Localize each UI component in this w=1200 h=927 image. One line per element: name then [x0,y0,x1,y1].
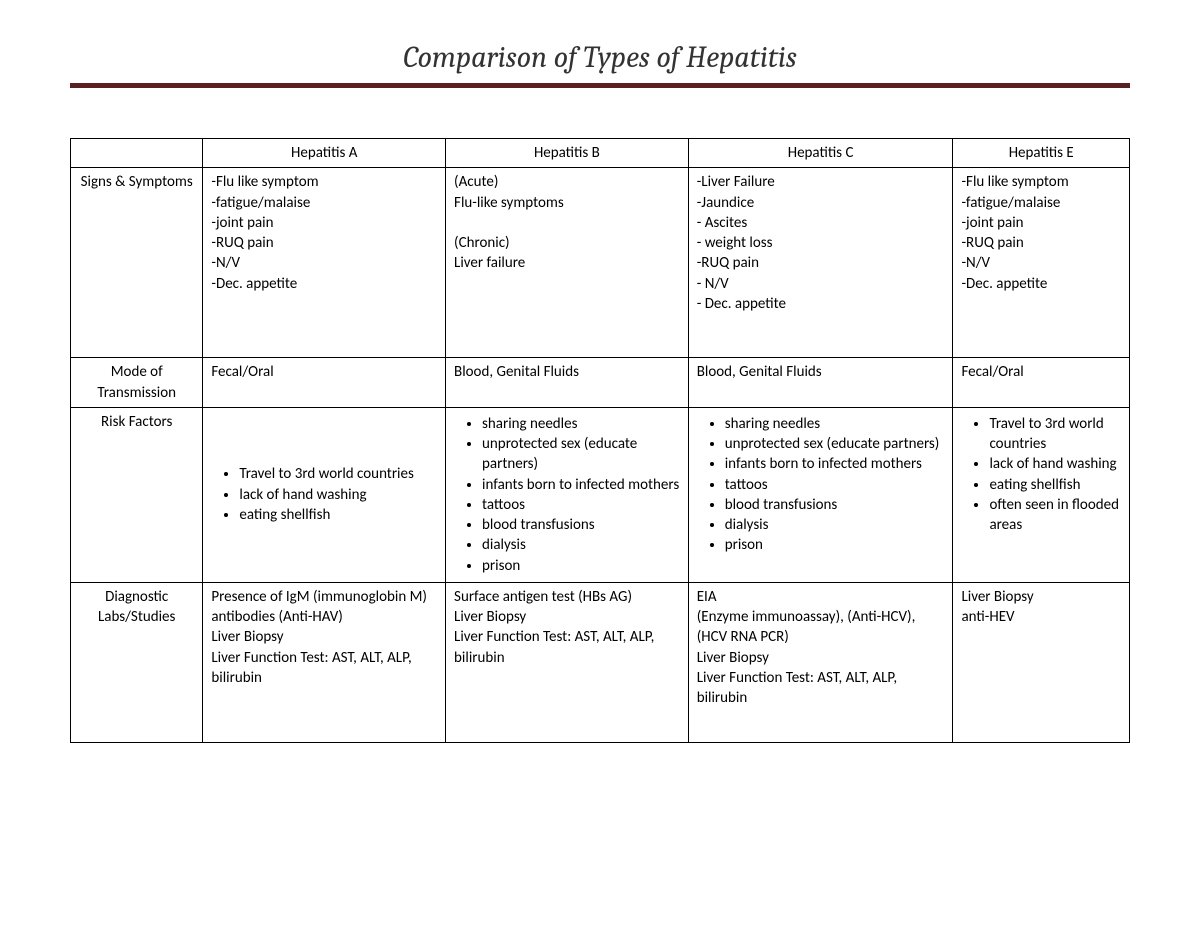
list-item: often seen in flooded areas [989,495,1121,536]
text-line: -Jaundice [697,193,945,213]
text-line: -Flu like symptom [961,172,1121,192]
row-label-mode: Mode of Transmission [71,358,203,408]
cell-signs-hepE: -Flu like symptom-fatigue/malaise-joint … [953,168,1130,358]
table-row: Mode of Transmission Fecal/Oral Blood, G… [71,358,1130,408]
cell-labs-hepA: Presence of IgM (immunoglobin M) antibod… [203,582,446,742]
text-line [454,213,680,233]
text-line: Presence of IgM (immunoglobin M) antibod… [211,587,437,628]
list-item: infants born to infected mothers [482,475,680,495]
text-line: -RUQ pain [211,233,437,253]
row-label-labs: Diagnostic Labs/Studies [71,582,203,742]
col-header-hepC: Hepatitis C [688,139,953,168]
text-line: - Ascites [697,213,945,233]
list-item: prison [725,535,945,555]
cell-labs-hepC: EIA(Enzyme immunoassay), (Anti-HCV), (HC… [688,582,953,742]
cell-signs-hepB: (Acute)Flu-like symptoms (Chronic)Liver … [446,168,689,358]
list-item: tattoos [725,475,945,495]
table-row: Diagnostic Labs/Studies Presence of IgM … [71,582,1130,742]
cell-signs-hepA: -Flu like symptom-fatigue/malaise-joint … [203,168,446,358]
text-line: EIA [697,587,945,607]
text-line: -Liver Failure [697,172,945,192]
text-line: Liver Function Test: AST, ALT, ALP, bili… [211,648,437,689]
cell-labs-hepB: Surface antigen test (HBs AG)Liver Biops… [446,582,689,742]
text-line: Liver Biopsy [961,587,1121,607]
text-line: -fatigue/malaise [211,193,437,213]
list-item: tattoos [482,495,680,515]
list-item: eating shellfish [239,505,437,525]
comparison-table: Hepatitis A Hepatitis B Hepatitis C Hepa… [70,138,1130,743]
text-line: Liver Biopsy [697,648,945,668]
table-row: Signs & Symptoms -Flu like symptom-fatig… [71,168,1130,358]
text-line: anti-HEV [961,607,1121,627]
text-line: - N/V [697,274,945,294]
list-item: dialysis [725,515,945,535]
list-item: unprotected sex (educate partners) [482,434,680,475]
col-header-blank [71,139,203,168]
text-line: -joint pain [961,213,1121,233]
list-item: lack of hand washing [239,485,437,505]
cell-mode-hepE: Fecal/Oral [953,358,1130,408]
col-header-hepA: Hepatitis A [203,139,446,168]
col-header-hepB: Hepatitis B [446,139,689,168]
text-line: -fatigue/malaise [961,193,1121,213]
cell-risk-hepE: Travel to 3rd world countrieslack of han… [953,407,1130,582]
text-line: -joint pain [211,213,437,233]
text-line: (Chronic) [454,233,680,253]
text-line: -Dec. appetite [211,274,437,294]
text-line: -N/V [961,253,1121,273]
text-line: - weight loss [697,233,945,253]
text-line: -N/V [211,253,437,273]
text-line: -Dec. appetite [961,274,1121,294]
text-line: -RUQ pain [697,253,945,273]
list-item: blood transfusions [482,515,680,535]
cell-labs-hepE: Liver Biopsyanti-HEV [953,582,1130,742]
cell-mode-hepC: Blood, Genital Fluids [688,358,953,408]
cell-mode-hepB: Blood, Genital Fluids [446,358,689,408]
cell-risk-hepB: sharing needlesunprotected sex (educate … [446,407,689,582]
col-header-hepE: Hepatitis E [953,139,1130,168]
row-label-signs: Signs & Symptoms [71,168,203,358]
table-row: Risk Factors Travel to 3rd world countri… [71,407,1130,582]
page-title: Comparison of Types of Hepatitis [403,40,797,75]
text-line: Surface antigen test (HBs AG) [454,587,680,607]
text-line: (Enzyme immunoassay), (Anti-HCV), (HCV R… [697,607,945,648]
text-line: -RUQ pain [961,233,1121,253]
list-item: blood transfusions [725,495,945,515]
text-line: Liver Function Test: AST, ALT, ALP, bili… [697,668,945,709]
list-item: unprotected sex (educate partners) [725,434,945,454]
list-item: infants born to infected mothers [725,454,945,474]
list-item: Travel to 3rd world countries [239,464,437,484]
list-item: lack of hand washing [989,454,1121,474]
text-line: Liver failure [454,253,680,273]
text-line: -Flu like symptom [211,172,437,192]
cell-risk-hepA: Travel to 3rd world countrieslack of han… [203,407,446,582]
cell-risk-hepC: sharing needlesunprotected sex (educate … [688,407,953,582]
table-header-row: Hepatitis A Hepatitis B Hepatitis C Hepa… [71,139,1130,168]
text-line: Liver Biopsy [454,607,680,627]
title-bar: Comparison of Types of Hepatitis [70,40,1130,88]
cell-mode-hepA: Fecal/Oral [203,358,446,408]
list-item: dialysis [482,535,680,555]
cell-signs-hepC: -Liver Failure-Jaundice- Ascites- weight… [688,168,953,358]
list-item: sharing needles [725,414,945,434]
list-item: sharing needles [482,414,680,434]
row-label-risk: Risk Factors [71,407,203,582]
list-item: eating shellfish [989,475,1121,495]
text-line: Liver Function Test: AST, ALT, ALP, bili… [454,627,680,668]
text-line: Flu-like symptoms [454,193,680,213]
list-item: prison [482,556,680,576]
text-line: (Acute) [454,172,680,192]
text-line: Liver Biopsy [211,627,437,647]
text-line: - Dec. appetite [697,294,945,314]
document-page: Comparison of Types of Hepatitis Hepatit… [0,0,1200,803]
list-item: Travel to 3rd world countries [989,414,1121,455]
